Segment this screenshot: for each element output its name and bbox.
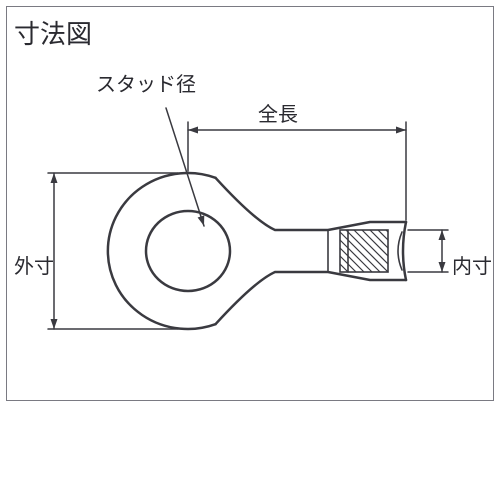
label-inner-dim: 内寸 [452,250,492,279]
label-stud-diameter: スタッド径 [96,68,196,97]
label-outer-dim: 外寸 [14,250,54,279]
label-overall-length: 全長 [258,98,298,127]
dimension-drawing [0,0,500,500]
